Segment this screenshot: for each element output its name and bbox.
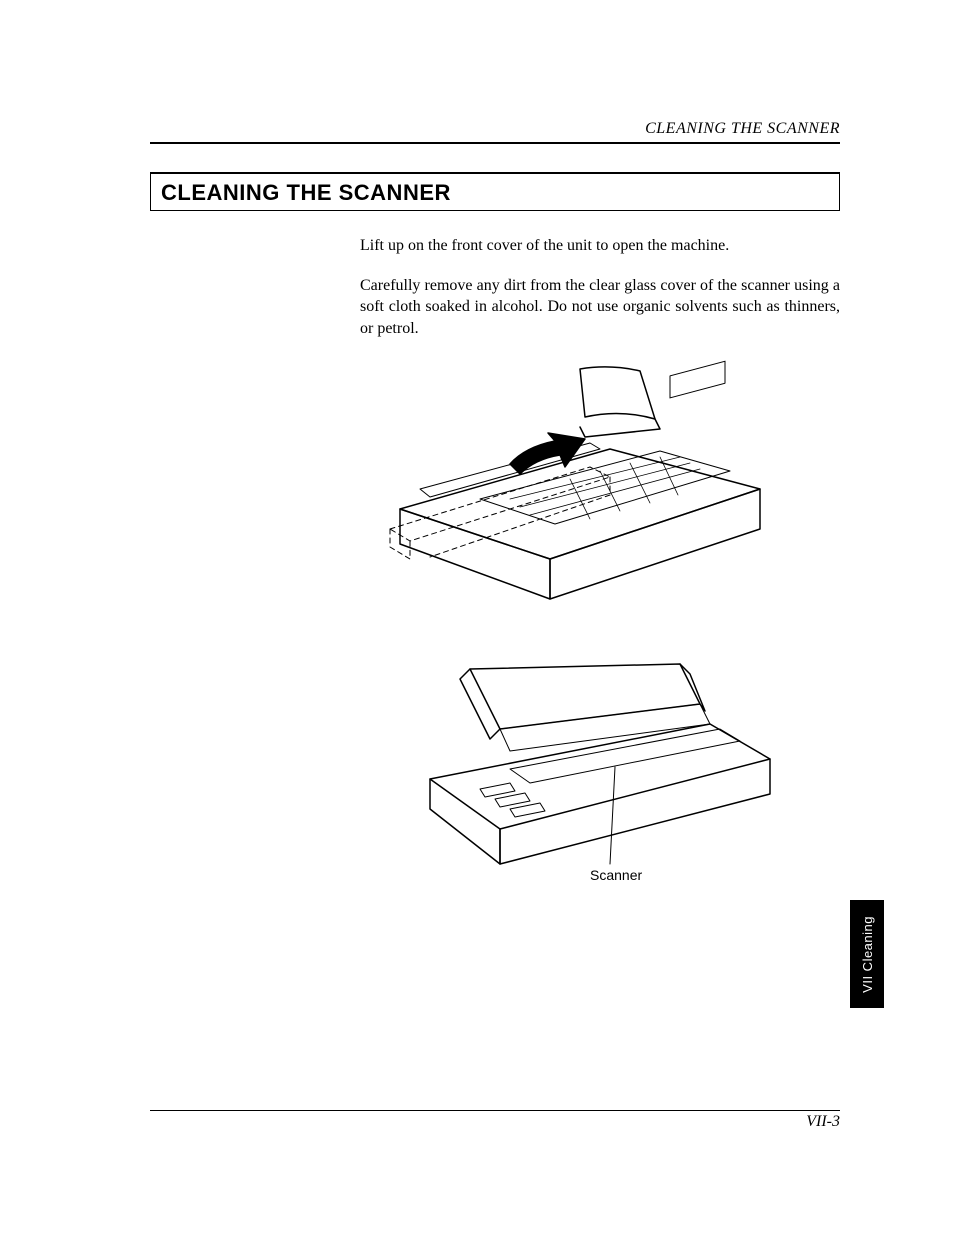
section-title-box: CLEANING THE SCANNER — [150, 172, 840, 211]
paragraph-1: Lift up on the front cover of the unit t… — [360, 235, 840, 257]
running-head: CLEANING THE SCANNER — [150, 120, 840, 144]
page-content: CLEANING THE SCANNER CLEANING THE SCANNE… — [150, 120, 840, 929]
fax-machine-illustration-icon — [360, 359, 780, 619]
figure-2-label: Scanner — [590, 867, 642, 883]
section-tab-label: VII Cleaning — [860, 916, 875, 993]
figure-1-fax-closed — [360, 359, 780, 619]
page-number: VII-3 — [806, 1113, 840, 1130]
figures: Scanner — [360, 359, 840, 899]
figure-2-fax-open: Scanner — [360, 649, 780, 899]
page-footer: VII-3 — [150, 1110, 840, 1131]
section-tab: VII Cleaning — [850, 900, 884, 1008]
section-title: CLEANING THE SCANNER — [161, 180, 829, 206]
body-text: Lift up on the front cover of the unit t… — [360, 235, 840, 339]
scanner-open-illustration-icon — [360, 649, 780, 899]
paragraph-2: Carefully remove any dirt from the clear… — [360, 275, 840, 340]
